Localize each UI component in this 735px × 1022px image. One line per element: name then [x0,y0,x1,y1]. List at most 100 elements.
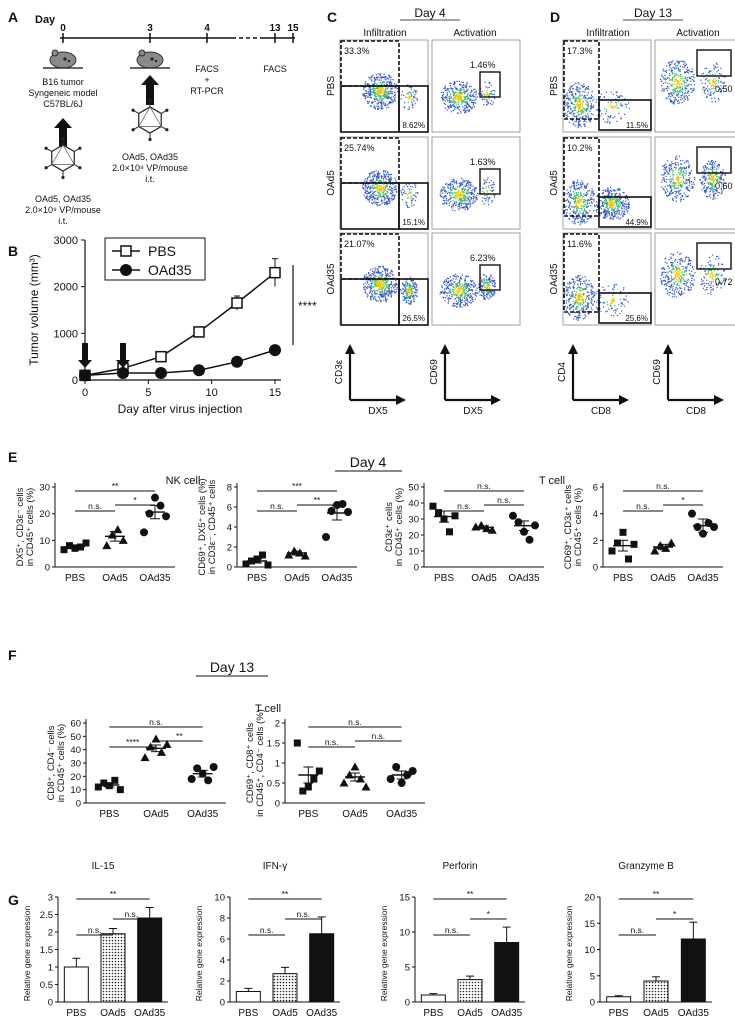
facs-activation-plot-event [718,177,720,179]
facs-activation-plot-event [481,285,483,288]
facs-activation-plot-event [670,165,672,167]
facs-infiltration-plot-event [584,222,586,224]
facs-activation-plot-event [673,187,675,189]
facs-infiltration-plot-event [576,188,578,190]
facs-infiltration-plot-event [582,100,584,102]
facs-infiltration-plot-event [415,196,417,198]
facs-activation-plot-event [491,291,493,293]
facs-infiltration-plot-event [376,175,379,177]
facs-activation-plot-event [685,181,687,183]
facs-activation-plot-event [461,283,463,285]
facs-infiltration-plot-event [381,274,384,276]
gate-percent-bottom: 44.9% [625,218,648,227]
facs-activation-plot-event [724,85,727,87]
facs-day-title: Day 4 [414,6,446,20]
facs-activation-plot-event [471,101,474,104]
facs-infiltration-plot-event [580,184,582,186]
facs-infiltration-plot-event [387,197,389,200]
facs-infiltration-plot-event [605,206,607,208]
facs-activation-plot-event [675,90,677,92]
facs-infiltration-plot [339,136,429,230]
facs-activation-plot-event [453,201,455,203]
facs-infiltration-plot-event [369,176,371,178]
facs-infiltration-plot-event [573,193,576,195]
facs-activation-plot-event [663,168,665,171]
virus-icon-2-knob [148,98,152,103]
facs-x-marker-label: DX5 [368,406,388,417]
facs-infiltration-plot-event [586,183,589,185]
facs-infiltration-plot-event [584,201,586,203]
facs-infiltration-plot-event [380,283,382,286]
facs-activation-plot-event [470,99,472,101]
facs-activation-plot-event [455,286,457,288]
facs-activation-plot-event [462,98,464,100]
facs-activation-plot-event [459,300,462,303]
facs-infiltration-plot-event [584,91,586,93]
facs-infiltration-plot-event [369,188,371,190]
facs-activation-plot-event [486,179,488,181]
injection-arrow [78,343,92,368]
facs-infiltration-plot-event [387,91,390,94]
facs-infiltration-plot-event [373,282,375,284]
facs-infiltration-plot-event [371,181,373,183]
facs-infiltration-plot-event [622,200,624,202]
facs-infiltration-plot-event [379,196,381,198]
facs-activation-plot-event [454,101,456,103]
facs-activation-plot-event [457,287,460,290]
facs-infiltration-plot-event [369,291,371,293]
facs-infiltration-plot-event [391,101,393,103]
facs-activation-plot-event [457,289,459,291]
facs-infiltration-plot-event [414,94,416,96]
facs-infiltration-plot-event [365,277,368,279]
facs-activation-plot-event [674,195,676,198]
facs-infiltration-plot-event [569,91,571,93]
facs-activation-plot-event [455,192,458,194]
facs-activation-plot-event [681,89,683,92]
facs-infiltration-plot-event [406,283,408,285]
facs-infiltration-plot-event [585,193,587,196]
facs-activation-plot-event [466,285,469,287]
facs-activation-plot-event [716,191,718,193]
facs-infiltration-plot-event [381,75,383,78]
facs-infiltration-plot-event [384,94,386,96]
facs-infiltration-plot-event [385,203,387,205]
facs-activation-plot-event [663,177,665,180]
facs-activation-plot-event [474,95,476,98]
facs-infiltration-plot-event [403,285,405,287]
facs-activation-plot-event [465,90,467,92]
facs-activation-plot-event [679,65,681,67]
facs-activation-plot-event [673,78,675,80]
facs-activation-plot-event [460,197,462,200]
facs-infiltration-plot-event [362,87,365,89]
facs-infiltration-plot-event [382,287,384,289]
facs-activation-plot-event [494,280,496,282]
facs-infiltration-plot-event [587,92,589,94]
facs-activation-plot-event [664,77,666,80]
facs-infiltration-plot-event [590,96,592,98]
facs-infiltration-plot-event [405,291,407,293]
facs-infiltration-plot-event [414,199,417,202]
facs-infiltration-plot-event [608,105,610,107]
facs-activation-plot-event [468,289,470,291]
facs-activation-plot-event [678,193,680,195]
facs-infiltration-plot-event [415,289,417,292]
facs-activation-plot-event [720,178,723,180]
facs-activation-plot-event [690,84,692,86]
facs-activation-plot-event [668,184,671,186]
facs-infiltration-plot-event [576,209,578,211]
facs-infiltration-plot-event [609,205,611,207]
facs-activation-plot-event [686,182,688,184]
facs-activation-plot-event [461,92,463,95]
facs-infiltration-plot-event [605,113,607,115]
facs-infiltration-plot-event [401,292,403,294]
facs-infiltration-plot-event [383,279,386,281]
facs-activation-plot-event [463,188,465,190]
facs-infiltration-plot-event [411,293,413,295]
facs-activation-plot-event [704,170,706,172]
facs-activation-plot-event [446,295,448,297]
facs-infiltration-plot-event [407,289,409,291]
facs-infiltration-plot-event [378,204,380,206]
facs-infiltration-plot-event [570,195,572,197]
facs-activation-plot-event [664,168,666,170]
facs-infiltration-plot-event [381,195,383,198]
